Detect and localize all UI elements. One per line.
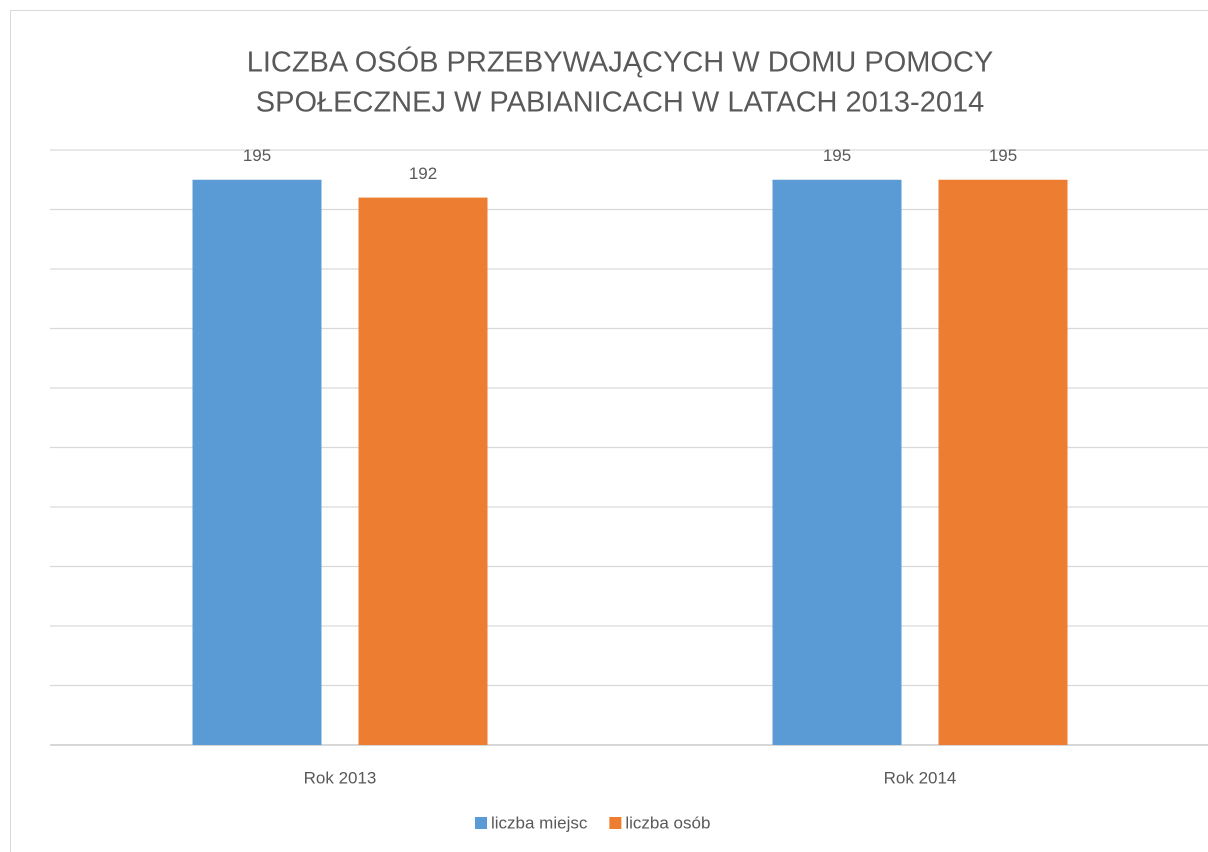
legend-swatch (475, 817, 487, 829)
bar (358, 197, 488, 746)
legend-swatch (609, 817, 622, 829)
legend-label: liczba osób (625, 813, 710, 832)
data-label: 195 (243, 146, 271, 165)
data-label: 195 (989, 146, 1017, 165)
x-tick-label: Rok 2014 (884, 768, 957, 787)
data-label: 195 (823, 146, 851, 165)
chart-title: LICZBA OSÓB PRZEBYWAJĄCYCH W DOMU POMOCY (247, 46, 994, 79)
x-tick-label: Rok 2013 (304, 768, 377, 787)
legend-label: liczba miejsc (491, 813, 588, 832)
data-label: 192 (409, 164, 437, 183)
bar (192, 179, 322, 745)
bar (772, 179, 902, 745)
chart-title: SPOŁECZNEJ W PABIANICACH W LATACH 2013-2… (256, 87, 984, 119)
bar (938, 179, 1068, 745)
